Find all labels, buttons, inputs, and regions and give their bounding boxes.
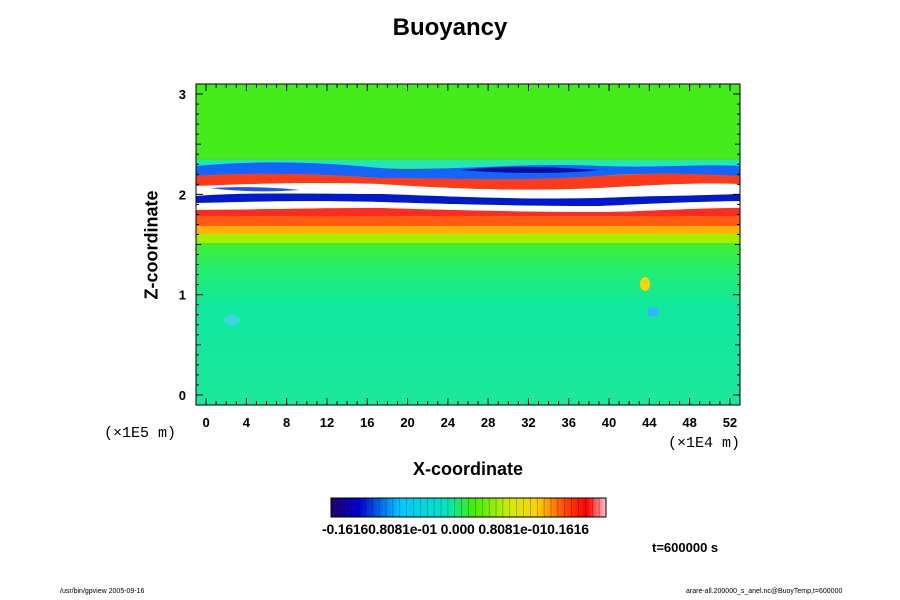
x-tick-label: 36 (562, 415, 576, 430)
y-axis-label: Z-coordinate (141, 190, 162, 300)
heatmap-field (196, 84, 740, 405)
x-axis-label: X-coordinate (412, 459, 523, 479)
y-tick-label: 2 (179, 187, 186, 202)
x-tick-label: 52 (723, 415, 737, 430)
x-tick-label: 28 (481, 415, 495, 430)
footer-left: /usr/bin/gpview 2005-09-16 (60, 588, 145, 595)
x-tick-label: 32 (521, 415, 535, 430)
y-tick-label: 1 (179, 288, 186, 303)
x-tick-label: 12 (320, 415, 334, 430)
x-tick-label: 48 (682, 415, 696, 430)
footer-right: arare-all.200000_s_anel.nc@BuoyTemp,t=60… (686, 588, 843, 595)
y-tick-label: 0 (179, 388, 186, 403)
colorbar-labels: -0.16160.8081e-01 0.000 0.8081e-010.1616 (322, 521, 589, 537)
chart-title: Buoyancy (392, 14, 508, 41)
x-tick-label: 4 (243, 415, 251, 430)
x-tick-label: 20 (400, 415, 414, 430)
x-axis: 0 4 8 12 16 20 24 28 32 36 40 44 48 52 (202, 84, 737, 430)
x-tick-label: 24 (441, 415, 456, 430)
colorbar-ticks (337, 498, 600, 517)
x-tick-label: 0 (202, 415, 209, 430)
y-axis: 0 1 2 3 (179, 87, 740, 403)
y-axis-unit: (×1E5 m) (104, 425, 177, 442)
x-axis-unit: (×1E4 m) (668, 435, 741, 452)
time-annotation: t=600000 s (652, 540, 719, 555)
x-tick-label: 8 (283, 415, 290, 430)
x-tick-label: 44 (642, 415, 657, 430)
y-tick-label: 3 (179, 87, 186, 102)
colorbar (331, 498, 606, 517)
x-tick-label: 16 (360, 415, 374, 430)
x-tick-label: 40 (602, 415, 616, 430)
